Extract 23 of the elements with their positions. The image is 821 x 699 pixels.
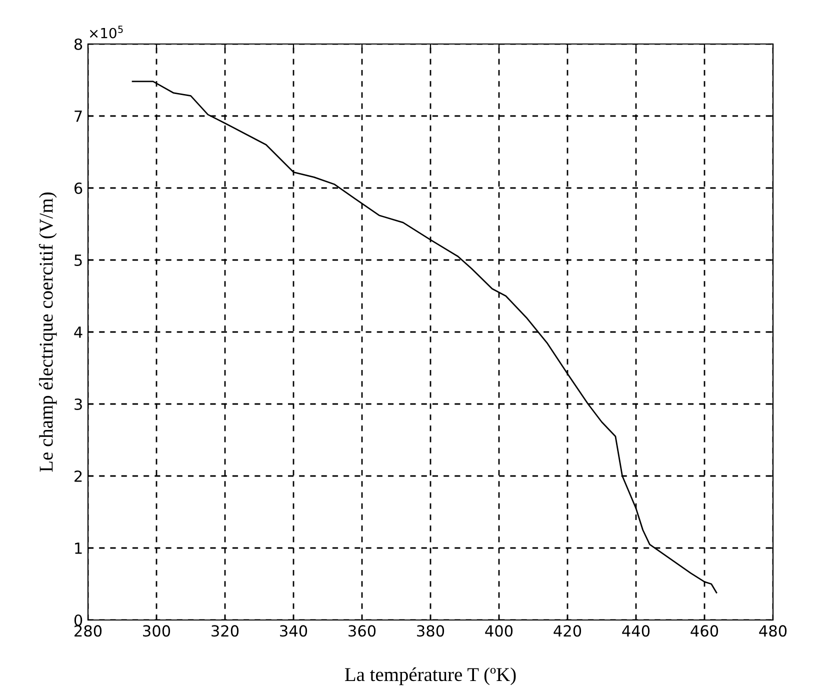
y-tick-label: 3 — [74, 398, 82, 410]
x-tick-label: 340 — [280, 625, 308, 637]
y-tick-label: 8 — [74, 38, 82, 50]
x-tick-label: 360 — [348, 625, 376, 637]
y-tick-label: 0 — [74, 614, 82, 626]
y-tick-label: 4 — [74, 326, 82, 338]
y-tick-label: 6 — [74, 182, 82, 194]
x-tick-label: 420 — [554, 625, 582, 637]
x-tick-label: 480 — [759, 625, 787, 637]
x-tick-label: 300 — [143, 625, 170, 637]
y-tick-label: 1 — [75, 542, 82, 554]
y-axis-title: Le champ électrique coercitif (V/m) — [38, 192, 57, 472]
x-tick-label: 280 — [74, 625, 102, 637]
text: ×10$^{5}$ — [90, 26, 123, 38]
x-tick-label: 380 — [417, 625, 444, 637]
y-tick-label: 7 — [74, 110, 82, 122]
x-tick-label: 320 — [212, 625, 239, 637]
y-tick-label: 2 — [74, 470, 82, 482]
x-tick-label: 400 — [485, 625, 513, 637]
y-tick-label: 5 — [74, 254, 82, 266]
x-axis-title: La température T (ºK) — [344, 667, 516, 686]
x-tick-label: 460 — [690, 625, 718, 637]
x-tick-label: 440 — [622, 625, 650, 637]
